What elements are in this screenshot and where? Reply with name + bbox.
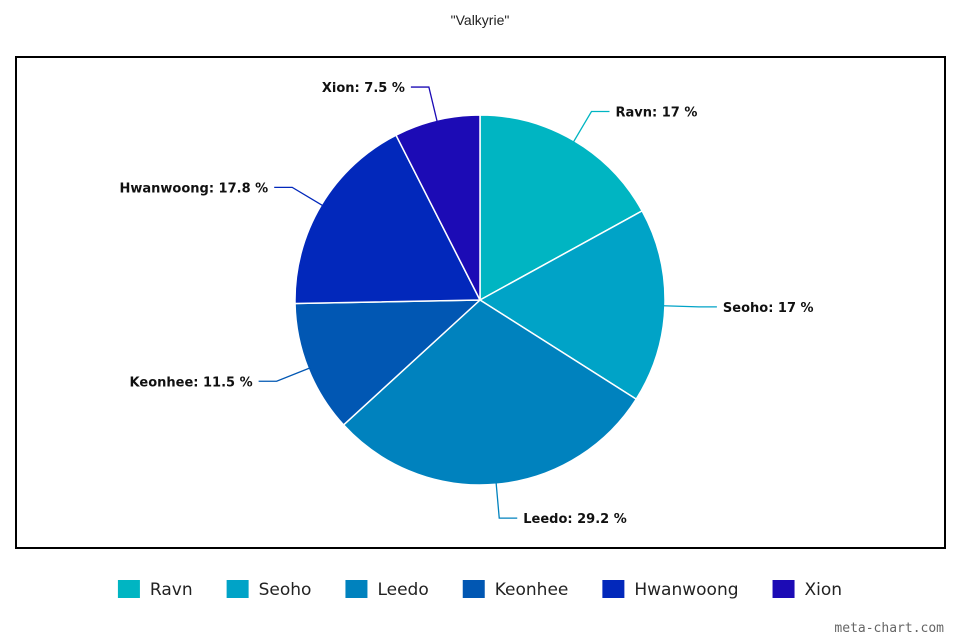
- legend-item-seoho[interactable]: Seoho: [226, 580, 312, 600]
- data-labels: Ravn: 17 % Seoho: 17 % Leedo: 29.2 % Keonhe…: [119, 81, 813, 527]
- pie-slices: [294, 114, 666, 486]
- legend-swatch-leedo: [345, 580, 368, 598]
- legend-label-hwanwoong: Hwanwoong: [634, 580, 738, 600]
- legend-swatch-xion: [772, 580, 795, 598]
- connector-ravn: [572, 110, 610, 143]
- connector-seoho: [662, 305, 717, 308]
- label-connectors: [258, 86, 717, 519]
- connector-leedo: [495, 482, 518, 519]
- legend-swatch-keonhee: [462, 580, 485, 598]
- data-label-leedo: Leedo: 29.2 %: [523, 512, 627, 527]
- connector-xion: [410, 86, 438, 123]
- legend-item-xion[interactable]: Xion: [772, 580, 843, 600]
- connector-hwanwoong: [274, 186, 324, 207]
- legend-label-seoho: Seoho: [259, 580, 312, 600]
- data-label-seoho: Seoho: 17 %: [723, 301, 814, 316]
- legend-item-hwanwoong[interactable]: Hwanwoong: [602, 580, 739, 600]
- legend-swatch-ravn: [117, 580, 140, 598]
- legend: Ravn Seoho Leedo Keonhee Hwanwoong Xion: [117, 580, 843, 600]
- legend-item-keonhee[interactable]: Keonhee: [462, 580, 569, 600]
- legend-item-leedo[interactable]: Leedo: [345, 580, 429, 600]
- legend-swatch-seoho: [226, 580, 249, 598]
- legend-swatch-hwanwoong: [602, 580, 625, 598]
- data-label-keonhee: Keonhee: 11.5 %: [130, 375, 253, 390]
- legend-item-ravn[interactable]: Ravn: [117, 580, 193, 600]
- connector-keonhee: [258, 367, 311, 382]
- data-label-xion: Xion: 7.5 %: [322, 81, 405, 96]
- legend-label-ravn: Ravn: [150, 580, 193, 600]
- legend-label-leedo: Leedo: [377, 580, 428, 600]
- chart-title: "Valkyrie": [451, 12, 510, 28]
- legend-label-xion: Xion: [805, 580, 843, 600]
- legend-label-keonhee: Keonhee: [495, 580, 569, 600]
- data-label-hwanwoong: Hwanwoong: 17.8 %: [119, 181, 268, 196]
- watermark-text: meta-chart.com: [834, 621, 944, 636]
- data-label-ravn: Ravn: 17 %: [615, 105, 697, 120]
